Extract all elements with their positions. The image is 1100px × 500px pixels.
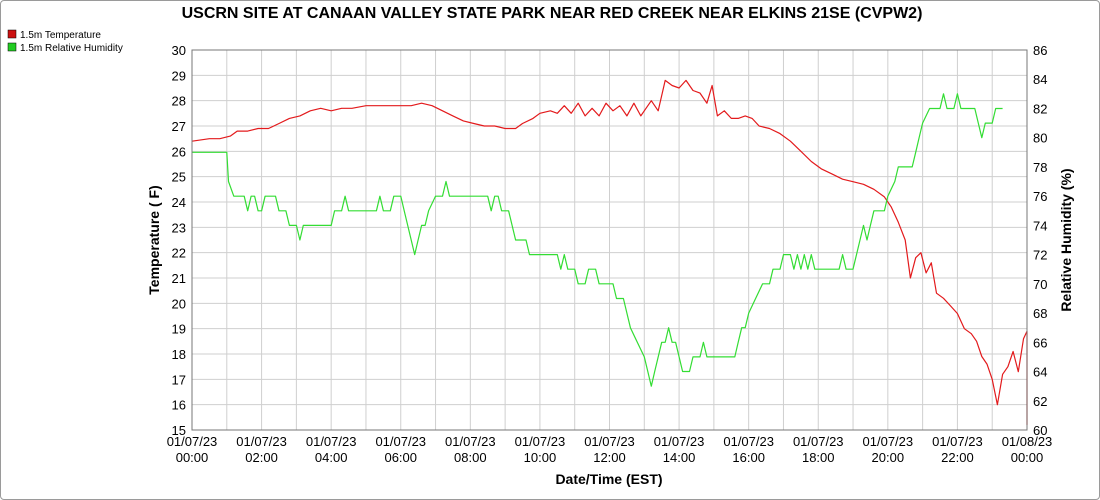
legend-item-temperature: 1.5m Temperature — [7, 29, 101, 41]
y-tick-label-left: 26 — [172, 144, 186, 159]
y-tick-label-right: 60 — [1033, 423, 1047, 438]
y-tick-label-right: 80 — [1033, 131, 1047, 146]
x-tick-label-time: 20:00 — [872, 450, 905, 465]
x-tick-label-date: 01/07/23 — [167, 434, 218, 449]
x-tick-label-time: 08:00 — [454, 450, 487, 465]
x-tick-label-date: 01/07/23 — [515, 434, 566, 449]
y-axis-label-left: Temperature ( F) — [146, 185, 162, 294]
x-tick-label-time: 16:00 — [732, 450, 765, 465]
x-tick-label-date: 01/07/23 — [723, 434, 774, 449]
y-tick-label-left: 18 — [172, 347, 186, 362]
x-tick-label-time: 22:00 — [941, 450, 974, 465]
plot-border — [191, 49, 1028, 431]
x-tick-label-date: 01/07/23 — [445, 434, 496, 449]
legend-swatch-humidity — [7, 42, 17, 52]
x-tick-label-date: 01/07/23 — [863, 434, 914, 449]
y-tick-label-right: 84 — [1033, 72, 1047, 87]
y-axis-label-right: Relative Humidity (%) — [1058, 168, 1074, 311]
x-tick-label-date: 01/07/23 — [236, 434, 287, 449]
y-tick-label-right: 66 — [1033, 335, 1047, 350]
y-tick-label-right: 76 — [1033, 189, 1047, 204]
y-tick-label-right: 72 — [1033, 248, 1047, 263]
grid-layer — [192, 50, 1027, 430]
y-tick-label-left: 15 — [172, 423, 186, 438]
y-tick-label-left: 30 — [172, 43, 186, 58]
x-tick-label-date: 01/07/23 — [584, 434, 635, 449]
y-tick-label-left: 25 — [172, 170, 186, 185]
y-tick-label-right: 70 — [1033, 277, 1047, 292]
x-tick-label-date: 01/07/23 — [793, 434, 844, 449]
x-tick-label-time: 04:00 — [315, 450, 348, 465]
y-tick-label-right: 64 — [1033, 365, 1047, 380]
x-tick-label-date: 01/07/23 — [932, 434, 983, 449]
y-tick-label-right: 74 — [1033, 218, 1047, 233]
y-tick-label-left: 20 — [172, 296, 186, 311]
y-tick-label-left: 21 — [172, 271, 186, 286]
legend-label-temperature: 1.5m Temperature — [20, 30, 101, 41]
legend: 1.5m Temperature 1.5m Relative Humidity — [7, 29, 123, 54]
x-tick-label-time: 00:00 — [1011, 450, 1044, 465]
x-axis-label: Date/Time (EST) — [555, 471, 662, 487]
chart-title: USCRN SITE AT CANAAN VALLEY STATE PARK N… — [182, 5, 923, 22]
x-tick-label-date: 01/07/23 — [654, 434, 705, 449]
x-tick-label-time: 06:00 — [384, 450, 417, 465]
y-tick-label-left: 19 — [172, 322, 186, 337]
y-tick-label-left: 16 — [172, 398, 186, 413]
y-tick-label-left: 22 — [172, 246, 186, 261]
y-tick-label-right: 82 — [1033, 101, 1047, 116]
legend-label-humidity: 1.5m Relative Humidity — [20, 43, 123, 54]
y-tick-label-right: 68 — [1033, 306, 1047, 321]
tick-layer: 15 16 17 18 19 20 21 22 23 24 25 26 27 28 29 30 60 62 64 66… — [167, 43, 1053, 465]
y-tick-label-left: 17 — [172, 372, 186, 387]
y-tick-label-left: 28 — [172, 94, 186, 109]
x-tick-label-time: 02:00 — [245, 450, 278, 465]
legend-item-humidity: 1.5m Relative Humidity — [7, 42, 123, 54]
y-tick-label-left: 23 — [172, 220, 186, 235]
series-line-temperature — [191, 79, 1028, 425]
y-tick-label-right: 62 — [1033, 394, 1047, 409]
x-tick-label-date: 01/07/23 — [306, 434, 357, 449]
series-line-relative-humidity — [192, 93, 1003, 387]
x-tick-label-time: 10:00 — [524, 450, 557, 465]
legend-swatch-temperature — [7, 29, 17, 39]
y-tick-label-right: 86 — [1033, 43, 1047, 58]
x-tick-label-date: 01/07/23 — [375, 434, 426, 449]
x-tick-label-time: 12:00 — [593, 450, 626, 465]
series-layer — [191, 79, 1028, 425]
x-tick-label-time: 00:00 — [176, 450, 209, 465]
x-tick-label-time: 18:00 — [802, 450, 835, 465]
x-tick-label-time: 14:00 — [663, 450, 696, 465]
x-tick-label-date: 01/08/23 — [1002, 434, 1053, 449]
y-tick-label-left: 29 — [172, 68, 186, 83]
y-tick-label-left: 27 — [172, 119, 186, 134]
y-tick-label-left: 24 — [172, 195, 186, 210]
y-tick-label-right: 78 — [1033, 160, 1047, 175]
